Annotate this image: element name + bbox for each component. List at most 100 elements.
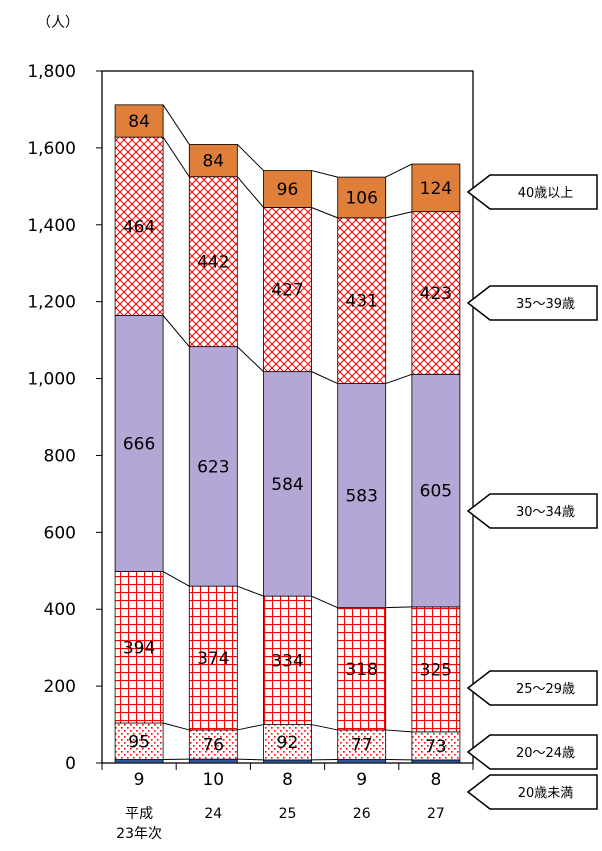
x-category-label-0-0: 平成 — [125, 806, 153, 822]
data-label-4-4: 423 — [420, 284, 452, 304]
y-tick-label-2: 400 — [44, 600, 76, 620]
unit-label: （人） — [37, 15, 79, 31]
under20-value-4: 8 — [430, 770, 441, 790]
bar-segment-4-0 — [114, 136, 164, 316]
data-label-5-0: 84 — [128, 112, 150, 132]
data-label-4-2: 427 — [271, 281, 303, 301]
legend-label-0: 20歳未満 — [518, 786, 574, 801]
data-label-1-1: 76 — [202, 736, 224, 756]
under20-value-1: 10 — [202, 770, 224, 790]
data-label-5-4: 124 — [420, 179, 452, 199]
legend-label-3: 30～34歳 — [516, 505, 575, 520]
data-label-3-3: 583 — [345, 487, 377, 507]
legend: 40歳以上 35～39歳 30～34歳 25～29歳 20～24歳 20歳未満 — [466, 174, 598, 810]
data-label-2-3: 318 — [345, 660, 377, 680]
bar-segment-0-0 — [114, 759, 164, 764]
bar-segment-3-3 — [337, 383, 387, 609]
bar-segment-1-3 — [337, 729, 387, 760]
bar-segment-4-2 — [263, 207, 312, 373]
connector-4-3 — [385, 211, 413, 219]
connector-3-3 — [385, 373, 413, 385]
bar-segment-5-2 — [263, 170, 312, 208]
connector-1-1 — [237, 724, 264, 731]
connector-1-2 — [311, 724, 338, 731]
bar-segment-2-1 — [188, 585, 238, 731]
legend-callout-5 — [466, 174, 598, 210]
x-category-label-0-1: 23年次 — [116, 826, 162, 842]
connector-5-1 — [236, 144, 264, 171]
x-category-label-3-0: 26 — [353, 806, 371, 822]
bar-segment-0-3 — [337, 759, 387, 764]
data-label-1-0: 95 — [128, 732, 150, 752]
connector-4-1 — [236, 176, 264, 208]
legend-callout-1 — [466, 734, 598, 770]
y-tick-label-7: 1,400 — [27, 216, 76, 236]
bar-segment-5-0 — [114, 104, 164, 138]
bar-segment-3-4 — [411, 373, 461, 608]
connector-3-2 — [311, 371, 338, 385]
y-tick-label-6: 1,200 — [27, 293, 76, 313]
under20-value-2: 8 — [282, 770, 293, 790]
data-label-2-4: 325 — [420, 660, 452, 680]
connector-5-3 — [385, 163, 413, 178]
data-label-2-0: 394 — [123, 638, 155, 658]
legend-label-4: 35～39歳 — [516, 297, 575, 312]
bar-segment-5-4 — [411, 163, 461, 213]
legend-callout-3 — [466, 493, 598, 529]
bar-segment-2-2 — [263, 595, 312, 725]
segment-labels: 95 76 92 77 73 394 374 334 318 325 666 623 584 583 605… — [123, 112, 452, 757]
legend-label-5: 40歳以上 — [518, 186, 574, 201]
bar-segment-2-3 — [337, 607, 387, 731]
data-label-4-0: 464 — [123, 217, 155, 237]
data-label-5-1: 84 — [202, 152, 224, 172]
data-label-3-4: 605 — [420, 482, 452, 502]
legend-label-2: 25～29歳 — [516, 682, 575, 697]
legend-callout-2 — [466, 670, 598, 706]
bar-segment-4-4 — [411, 211, 461, 375]
data-label-3-1: 623 — [197, 457, 229, 477]
bar-segment-0-4 — [411, 759, 461, 764]
bar-segment-2-0 — [114, 571, 164, 724]
connector-5-2 — [311, 170, 338, 178]
connector-4-0 — [162, 136, 190, 177]
bar-segment-4-1 — [188, 176, 238, 348]
connector-2-1 — [237, 585, 264, 597]
connector-lines — [162, 104, 413, 761]
y-tick-label-5: 1,000 — [27, 370, 76, 390]
connector-1-3 — [385, 729, 412, 733]
y-tick-label-4: 800 — [44, 446, 76, 466]
connector-5-0 — [162, 104, 190, 145]
legend-callout-0 — [466, 774, 598, 810]
data-label-3-0: 666 — [123, 435, 155, 455]
under20-value-0: 9 — [134, 770, 145, 790]
under20-value-3: 9 — [356, 770, 367, 790]
data-label-1-2: 92 — [277, 733, 299, 753]
x-category-label-4-0: 27 — [427, 806, 445, 822]
connector-3-1 — [236, 346, 264, 372]
bar-segment-5-1 — [188, 144, 238, 178]
data-label-3-2: 584 — [271, 475, 303, 495]
bar-segment-0-2 — [263, 759, 312, 764]
bar-segment-3-2 — [263, 371, 312, 597]
y-tick-label-8: 1,600 — [27, 139, 76, 159]
data-label-5-3: 106 — [345, 188, 377, 208]
bar-segment-1-4 — [411, 731, 461, 761]
connector-1-0 — [162, 722, 190, 731]
bar-segment-0-1 — [188, 758, 238, 764]
connector-2-2 — [311, 595, 338, 609]
bar-segment-4-3 — [337, 217, 387, 384]
connector-2-0 — [162, 571, 190, 587]
y-tick-label-3: 600 — [44, 523, 76, 543]
y-axis: 0 200 400 600 800 1,000 1,200 1,400 1,600 1,800 — [27, 62, 102, 774]
connector-4-2 — [311, 207, 338, 219]
connector-0-1 — [237, 758, 264, 761]
data-label-4-1: 442 — [197, 253, 229, 273]
data-label-2-1: 374 — [197, 649, 229, 669]
data-label-4-3: 431 — [345, 292, 377, 312]
data-label-1-4: 73 — [425, 737, 447, 757]
legend-callout-4 — [466, 285, 598, 321]
bar-segment-3-1 — [188, 346, 238, 587]
bars — [114, 104, 461, 764]
bar-segment-1-2 — [263, 724, 312, 761]
